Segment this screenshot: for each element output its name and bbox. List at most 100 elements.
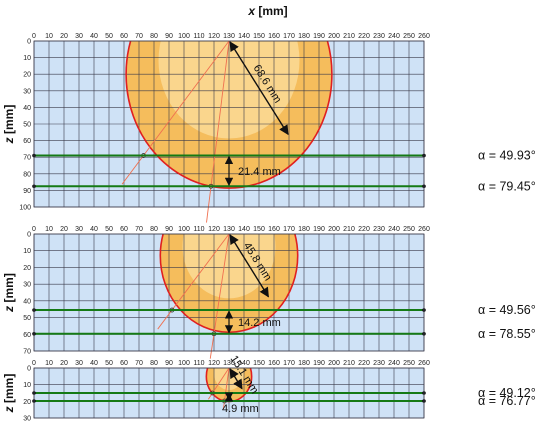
x-tick-label: 30: [75, 360, 83, 367]
x-tick-label: 90: [165, 226, 173, 233]
construction-line-1: [157, 233, 230, 330]
x-tick-label: 90: [165, 33, 173, 40]
x-tick-label: 170: [283, 226, 295, 233]
x-tick-label: 40: [90, 226, 98, 233]
disc-outline: [125, 41, 333, 189]
x-tick-label: 260: [418, 33, 430, 40]
x-tick-label: 160: [268, 33, 280, 40]
x-tick-label: 10: [45, 360, 53, 367]
x-tick-label: 240: [388, 360, 400, 367]
x-tick-label: 190: [313, 226, 325, 233]
plot-frame: [33, 367, 425, 419]
alpha-label-1: α = 49.56°: [478, 303, 536, 317]
x-tick-label: 120: [208, 360, 220, 367]
z-tick-label: 0: [27, 39, 31, 46]
x-tick-label: 250: [403, 360, 415, 367]
plot-frame: [33, 40, 425, 208]
x-tick-label: 40: [90, 360, 98, 367]
x-tick-label: 10: [45, 226, 53, 233]
x-tick-label: 200: [328, 226, 340, 233]
x-tick-label: 140: [238, 33, 250, 40]
x-tick-label: 260: [418, 360, 430, 367]
x-tick-label: 70: [135, 226, 143, 233]
z-axis-title: z [mm]: [2, 374, 16, 414]
z-tick-label: 0: [27, 232, 31, 239]
x-tick-label: 250: [403, 33, 415, 40]
x-tick-label: 150: [253, 33, 265, 40]
x-tick-label: 210: [343, 360, 355, 367]
x-tick-label: 80: [150, 360, 158, 367]
x-tick-label: 220: [358, 226, 370, 233]
z-axis-title: z [mm]: [2, 273, 16, 313]
x-tick-label: 150: [253, 226, 265, 233]
x-tick-label: 30: [75, 226, 83, 233]
panel-small: α = 49.12°α = 76.77°15.1 mm4.9 mm0 10 20 30…: [2, 353, 536, 423]
x-tick-label: 140: [238, 226, 250, 233]
radius-arrow: [229, 368, 243, 390]
x-tick-label: 20: [60, 33, 68, 40]
x-tick-label: 130: [223, 226, 235, 233]
alpha-label-2: α = 76.77°: [478, 394, 536, 408]
z-tick-label: 20: [23, 399, 31, 406]
x-tick-label: 110: [193, 226, 204, 233]
alpha-label-2: α = 78.55°: [478, 327, 536, 341]
x-tick-label: 100: [178, 360, 190, 367]
z-tick-label: 20: [23, 265, 31, 272]
x-tick-label: 220: [358, 360, 370, 367]
x-tick-label: 110: [193, 360, 204, 367]
z-tick-label: 70: [23, 155, 31, 162]
x-tick-label: 170: [283, 360, 295, 367]
z-tick-label: 30: [23, 416, 31, 423]
x-tick-label: 140: [238, 360, 250, 367]
construction-line-1: [121, 40, 230, 185]
x-tick-label: 60: [120, 226, 128, 233]
x-tick-label: 60: [120, 33, 128, 40]
x-axis-title: x [mm]: [247, 4, 287, 18]
alpha-label-2: α = 79.45°: [478, 179, 536, 193]
x-tick-label: 210: [343, 226, 355, 233]
x-tick-label: 0: [32, 226, 36, 233]
x-tick-label: 260: [418, 226, 430, 233]
x-tick-label: 30: [75, 33, 83, 40]
z-tick-label: 60: [23, 138, 31, 145]
x-tick-label: 120: [208, 226, 220, 233]
alpha-label-1: α = 49.93°: [478, 149, 536, 163]
x-tick-label: 100: [178, 33, 190, 40]
x-tick-label: 20: [60, 360, 68, 367]
x-tick-label: 100: [178, 226, 190, 233]
x-tick-label: 90: [165, 360, 173, 367]
x-tick-label: 230: [373, 33, 385, 40]
z-tick-label: 30: [23, 282, 31, 289]
x-tick-label: 240: [388, 33, 400, 40]
x-tick-label: 200: [328, 360, 340, 367]
x-tick-label: 0: [32, 33, 36, 40]
z-tick-label: 90: [23, 188, 31, 195]
x-tick-label: 240: [388, 226, 400, 233]
x-tick-label: 160: [268, 226, 280, 233]
x-tick-label: 10: [45, 33, 53, 40]
z-tick-label: 50: [23, 315, 31, 322]
construction-line-2: [206, 40, 230, 223]
x-tick-label: 220: [358, 33, 370, 40]
x-tick-label: 180: [298, 33, 310, 40]
x-tick-label: 180: [298, 360, 310, 367]
z-tick-label: 50: [23, 122, 31, 129]
x-tick-label: 190: [313, 360, 325, 367]
x-tick-label: 150: [253, 360, 265, 367]
x-tick-label: 20: [60, 226, 68, 233]
radius-arrow: [229, 41, 289, 136]
x-tick-label: 230: [373, 360, 385, 367]
x-tick-label: 130: [223, 360, 235, 367]
x-tick-label: 40: [90, 33, 98, 40]
depth-label: 4.9 mm: [222, 403, 259, 415]
construction-line-1: [207, 367, 230, 400]
x-tick-label: 190: [313, 33, 325, 40]
z-tick-label: 10: [23, 248, 31, 255]
x-tick-label: 0: [32, 360, 36, 367]
x-tick-label: 110: [193, 33, 204, 40]
z-axis-title: z [mm]: [2, 105, 16, 145]
x-tick-label: 230: [373, 226, 385, 233]
depth-label: 21.4 mm: [238, 166, 281, 178]
